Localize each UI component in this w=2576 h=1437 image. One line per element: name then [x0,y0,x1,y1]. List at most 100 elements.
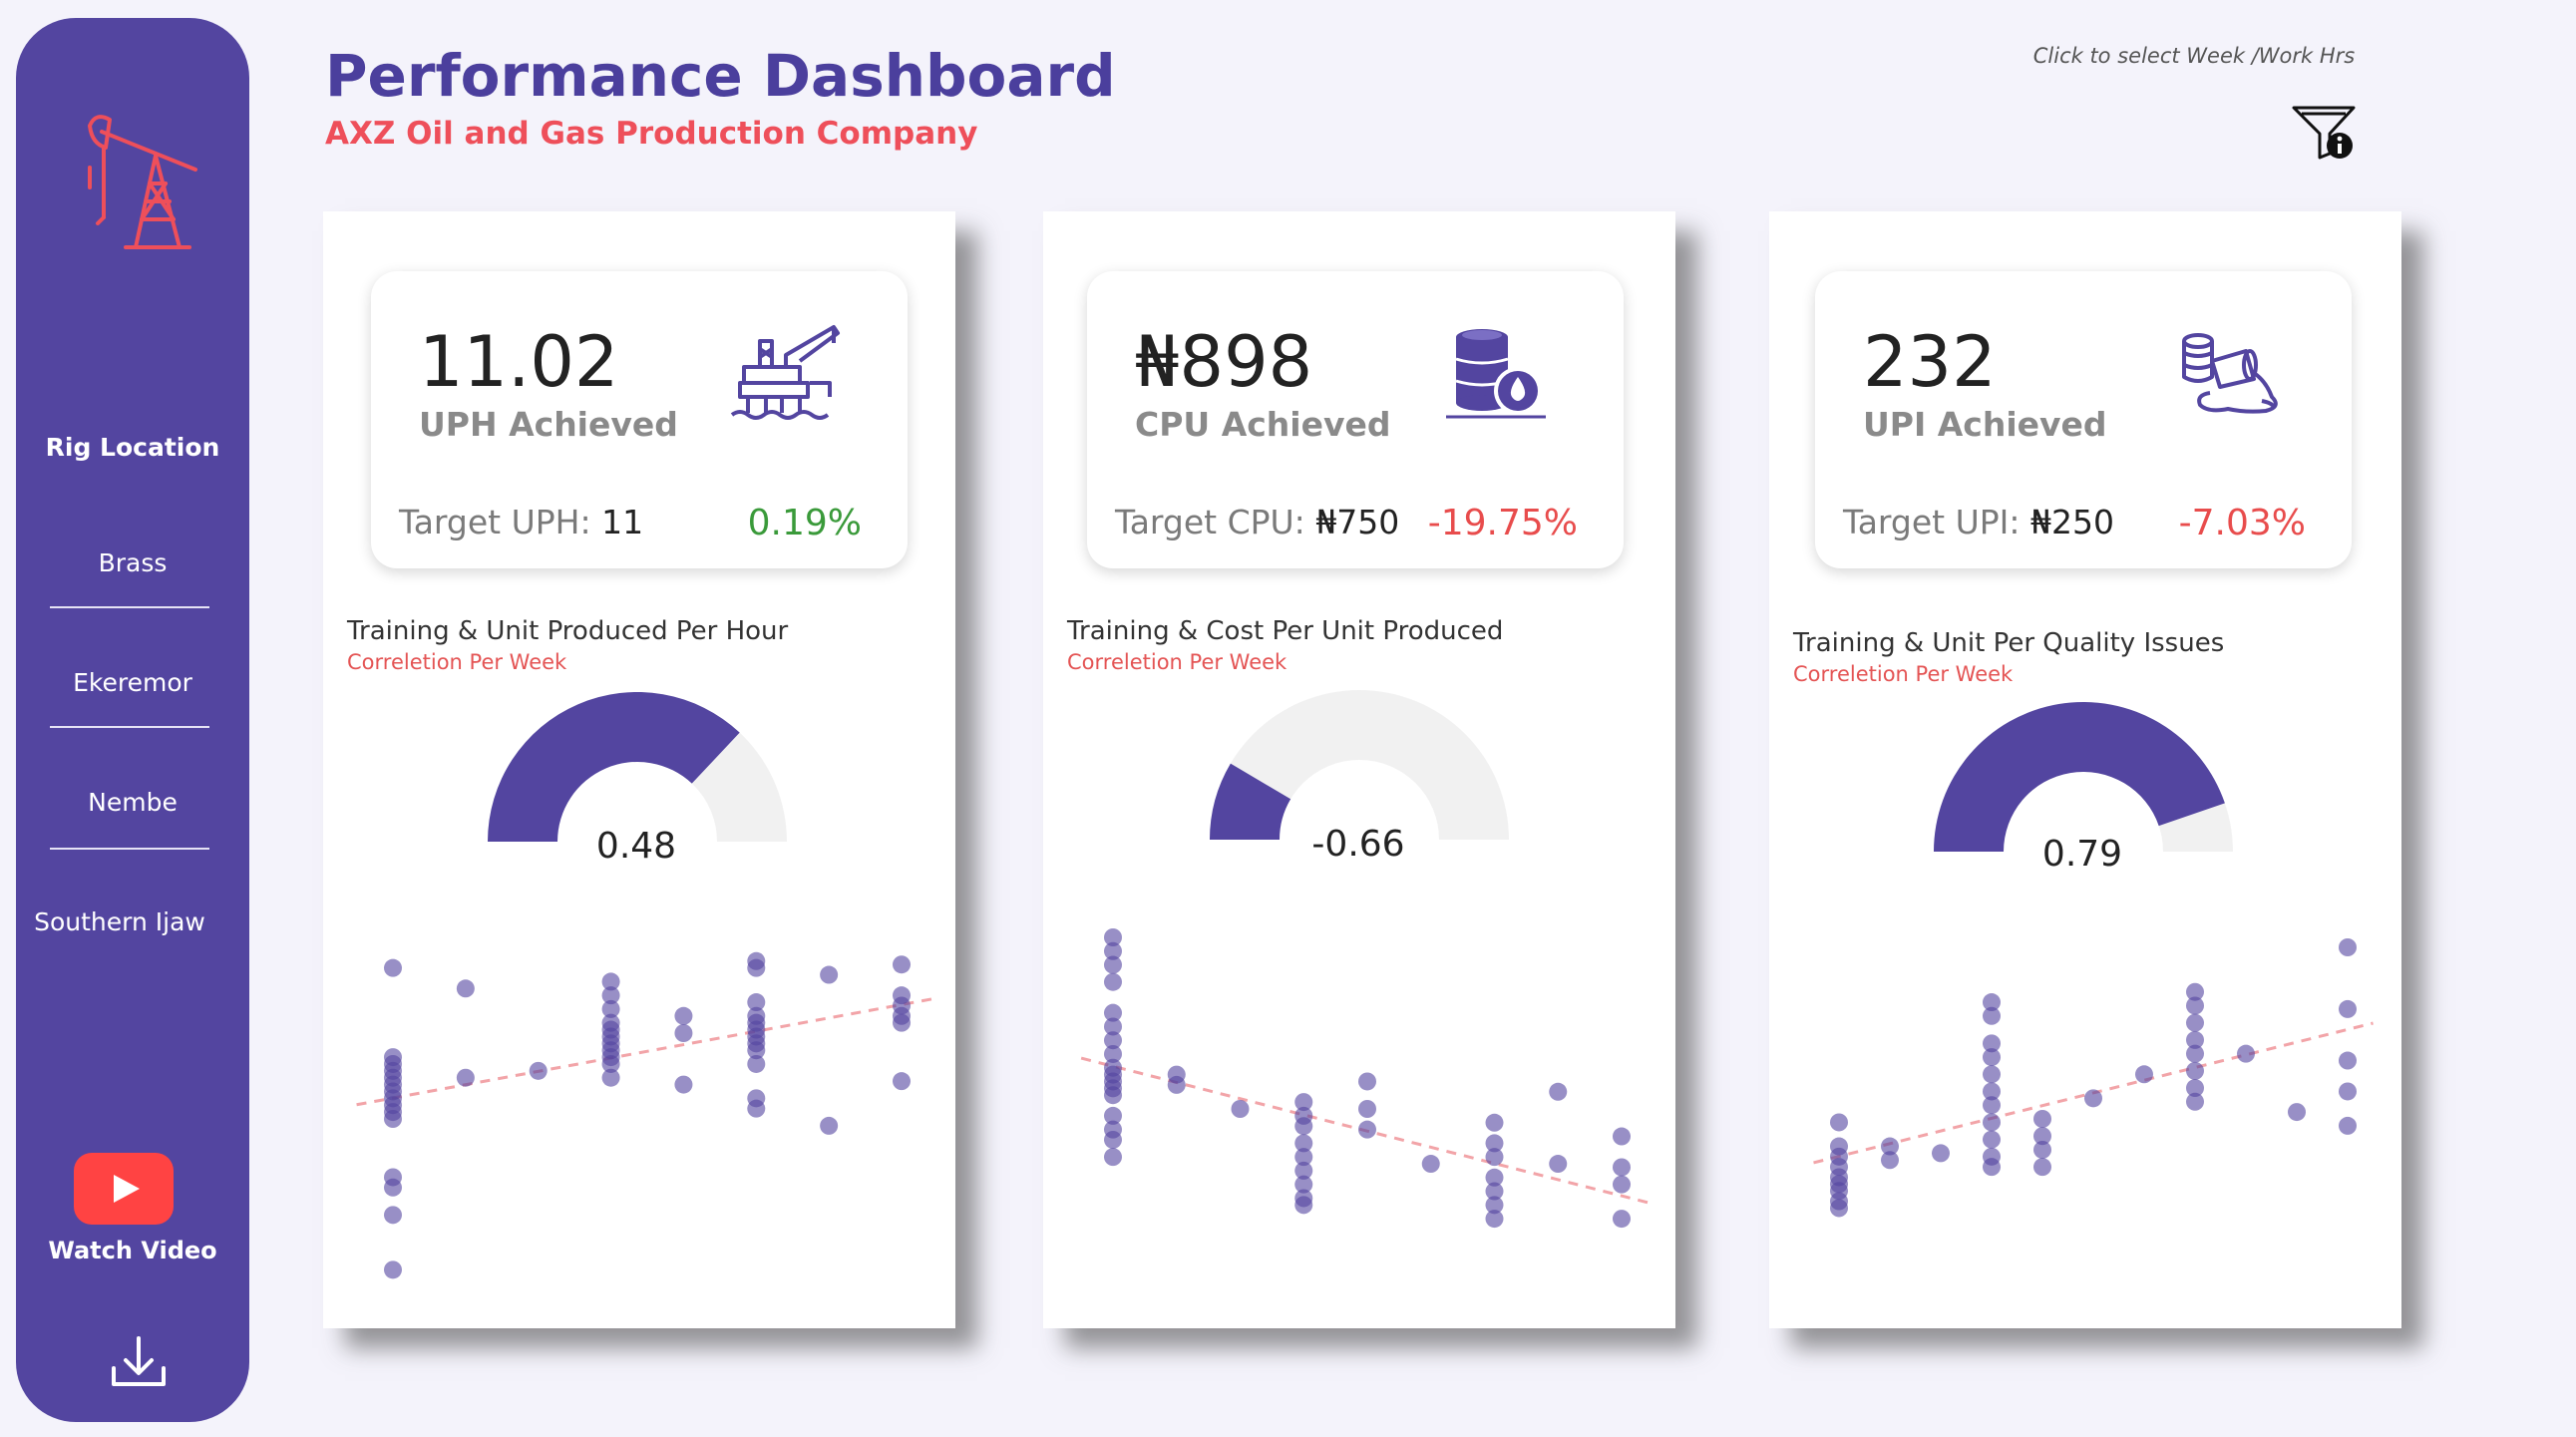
scatter-point [1358,1120,1376,1139]
scatter-point [1830,1199,1848,1218]
scatter-point [1104,1044,1122,1063]
nav-divider [50,848,209,850]
scatter-point [1294,1175,1313,1194]
chart-title: Training & Unit Per Quality Issues [1793,628,2225,658]
chart-title: Training & Cost Per Unit Produced [1067,616,1504,646]
play-icon [114,1175,140,1203]
scatter-point [1104,1017,1122,1036]
scatter-point [2339,1116,2357,1135]
scatter-point [1485,1196,1504,1215]
training-upi-scatter [1813,938,2374,1218]
scatter-point [1104,1031,1122,1050]
upi-panel: 232 UPI Achieved Target UPI: ₦250 -7.03%… [1769,211,2401,1328]
upi-kpi-card: 232 UPI Achieved Target UPI: ₦250 -7.03% [1815,271,2352,568]
scatter-point [1294,1093,1313,1112]
chart-subtitle: Correletion Per Week [347,650,567,674]
oil-barrel-icon [1446,329,1546,419]
location-ekeremor[interactable]: Ekeremor [73,668,192,697]
cpu-panel: ₦898 CPU Achieved Target CPU: ₦750 -19.7… [1043,211,1675,1328]
scatter-point [1983,1048,2001,1067]
scatter-point [456,979,475,998]
scatter-point [1294,1196,1313,1215]
scatter-point [1932,1144,1950,1163]
kpi-variance: -7.03% [2178,503,2306,543]
scatter-point [1231,1100,1250,1118]
trendline [356,996,938,1107]
scatter-point [1983,1065,2001,1084]
scatter-point [1983,993,2001,1012]
filter-info-icon[interactable] [2290,104,2360,162]
scatter-point [1983,1034,2001,1053]
sidebar: Rig Location Brass Ekeremor Nembe Southe… [16,18,249,1422]
scatter-point [601,972,620,991]
oil-spill-icon [2182,333,2278,414]
scatter-point [820,1116,839,1135]
chart-title: Training & Unit Produced Per Hour [347,616,789,646]
uph-panel: 11.02 UPH Achieved Target UPH: 11 0.19% … [323,211,955,1328]
scatter-point [2033,1127,2051,1146]
scatter-point [1983,1082,2001,1101]
filter-hint: Click to select Week /Work Hrs [2032,44,2356,68]
scatter-point [1485,1168,1504,1187]
scatter-point [1613,1210,1631,1229]
nav-divider [50,726,209,728]
scatter-point [674,1024,693,1042]
correlation-value: 0.79 [2041,834,2123,875]
scatter-point [601,1054,620,1073]
scatter-point [601,986,620,1005]
oil-pumpjack-icon [88,115,197,249]
scatter-point [2135,1065,2153,1084]
scatter-point [674,1006,693,1025]
scatter-point [674,1075,693,1094]
scatter-point [1294,1148,1313,1167]
scatter-point [2186,1079,2204,1098]
scatter-point [1983,1113,2001,1132]
scatter-point [2186,1061,2204,1080]
scatter-point [1485,1113,1504,1132]
scatter-point [1881,1151,1899,1170]
chart-subtitle: Correletion Per Week [1067,650,1288,674]
download-icon[interactable] [94,1334,184,1394]
scatter-point [893,955,911,974]
scatter-point [2288,1103,2306,1122]
scatter-point [1613,1158,1631,1177]
scatter-point [2339,999,2357,1018]
location-brass[interactable]: Brass [98,548,168,577]
scatter-point [1983,1006,2001,1025]
scatter-point [1104,972,1122,991]
scatter-point [747,958,766,977]
scatter-point [2186,1030,2204,1049]
correlation-gauge [1934,701,2233,852]
scatter-point [1104,1106,1122,1125]
kpi-label: UPH Achieved [419,405,678,444]
kpi-variance: -19.75% [1427,503,1578,543]
scatter-point [384,1110,402,1128]
location-southern-ijaw[interactable]: Southern Ijaw [34,907,205,936]
scatter-point [456,1068,475,1087]
scatter-point [893,1013,911,1032]
scatter-point [529,1061,548,1080]
scatter-point [2186,996,2204,1015]
location-nembe[interactable]: Nembe [88,788,178,817]
scatter-point [2186,1013,2204,1032]
scatter-point [1104,1130,1122,1149]
scatter-point [2339,1082,2357,1101]
kpi-variance: 0.19% [747,503,862,543]
scatter-point [747,993,766,1012]
youtube-play-button[interactable] [74,1153,174,1225]
scatter-point [2033,1110,2051,1128]
kpi-value: 11.02 [419,321,619,403]
scatter-point [1104,928,1122,946]
gauge-fill [488,692,740,842]
scatter-point [1485,1210,1504,1229]
scatter-point [1613,1127,1631,1146]
scatter-point [1104,1086,1122,1105]
scatter-point [1104,941,1122,960]
scatter-point [1294,1134,1313,1153]
scatter-point [384,1260,402,1279]
page-subtitle: AXZ Oil and Gas Production Company [325,116,978,152]
scatter-point [2186,1092,2204,1111]
scatter-point [2033,1140,2051,1159]
scatter-point [2033,1158,2051,1177]
scatter-point [1294,1161,1313,1180]
